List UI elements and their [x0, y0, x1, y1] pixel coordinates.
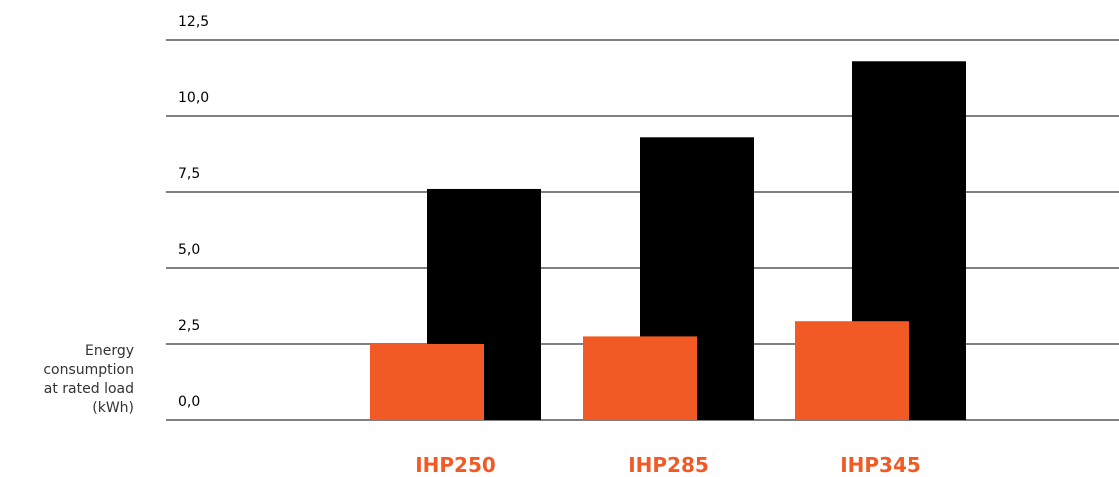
category-label-ihp285: IHP285 [628, 453, 709, 477]
bar-orange-ihp285 [583, 336, 697, 420]
y-tick-label: 0,0 [178, 394, 200, 410]
y-tick-labels: 0,0 2,5 5,0 7,5 10,0 12,5 [178, 14, 209, 410]
category-label-ihp250: IHP250 [415, 453, 496, 477]
bars [370, 61, 966, 420]
y-tick-label: 5,0 [178, 242, 200, 258]
y-tick-label: 10,0 [178, 90, 209, 106]
y-tick-label: 12,5 [178, 14, 209, 30]
category-label-ihp345: IHP345 [840, 453, 921, 477]
bar-orange-ihp250 [370, 344, 484, 420]
bar-orange-ihp345 [795, 321, 909, 420]
y-tick-label: 7,5 [178, 166, 200, 182]
category-labels: IHP250 IHP285 IHP345 [415, 453, 921, 477]
y-tick-label: 2,5 [178, 318, 200, 334]
y-axis-label: Energy consumption at rated load (kWh) [43, 343, 134, 416]
